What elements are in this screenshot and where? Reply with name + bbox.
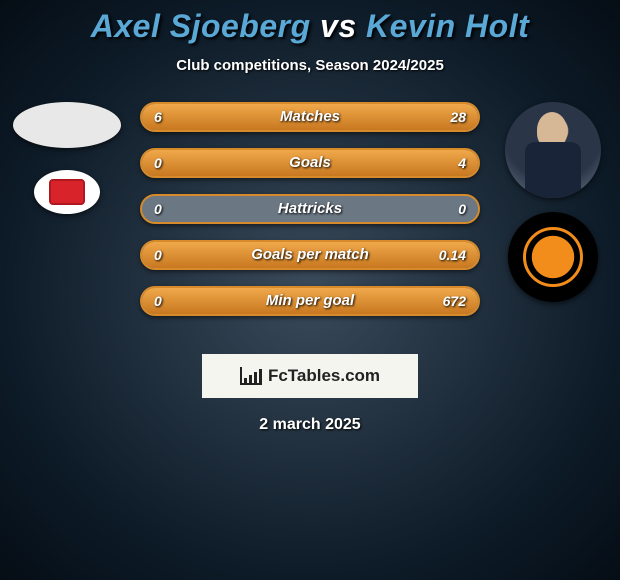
main-area: 628Matches 04Goals 00Hattricks 00.14Goals p… (0, 102, 620, 342)
stat-bar: 04Goals (140, 148, 480, 178)
stat-label: Goals per match (142, 242, 478, 268)
left-column (12, 102, 122, 214)
player1-club-badge (34, 170, 100, 214)
player1-name: Axel Sjoeberg (91, 8, 311, 44)
comparison-card: Axel Sjoeberg vs Kevin Holt Club competi… (0, 0, 620, 434)
player2-avatar (505, 102, 601, 198)
vs-text: vs (320, 8, 357, 44)
stat-bar: 628Matches (140, 102, 480, 132)
right-column (498, 102, 608, 302)
stat-bars: 628Matches 04Goals 00Hattricks 00.14Goals p… (140, 102, 480, 332)
player2-club-badge (508, 212, 598, 302)
stat-bar: 00.14Goals per match (140, 240, 480, 270)
source-logo: FcTables.com (202, 354, 418, 398)
subtitle: Club competitions, Season 2024/2025 (0, 57, 620, 74)
stat-bar: 0672Min per goal (140, 286, 480, 316)
stat-label: Hattricks (142, 196, 478, 222)
player1-avatar (13, 102, 121, 148)
stat-label: Matches (142, 104, 478, 130)
badge2-inner (523, 227, 583, 287)
player2-name: Kevin Holt (366, 8, 529, 44)
date-text: 2 march 2025 (0, 416, 620, 434)
chart-icon (240, 367, 262, 385)
stat-label: Goals (142, 150, 478, 176)
logo-text: FcTables.com (268, 366, 380, 386)
stat-label: Min per goal (142, 288, 478, 314)
page-title: Axel Sjoeberg vs Kevin Holt (0, 8, 620, 45)
stat-bar: 00Hattricks (140, 194, 480, 224)
badge1-inner (49, 179, 85, 205)
